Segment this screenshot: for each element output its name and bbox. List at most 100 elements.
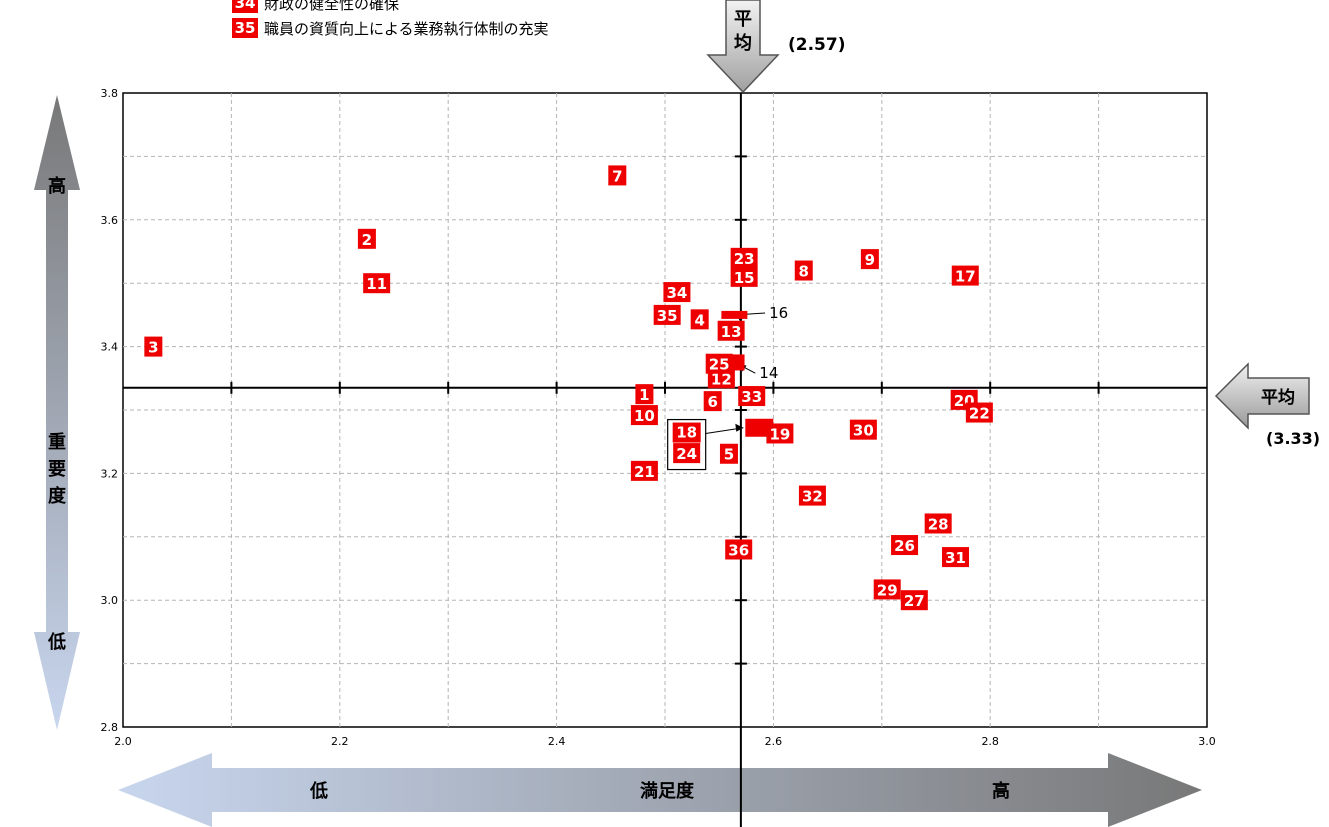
data-point-label-31: 31 (945, 549, 966, 567)
y-tick-label: 3.6 (101, 214, 119, 227)
avg-x-value: (2.57) (788, 35, 846, 55)
data-point-label-10: 10 (634, 407, 655, 425)
satisfaction-arrow: 低 満足度 高 (118, 753, 1202, 827)
data-point-31 (942, 547, 970, 568)
data-point-23 (730, 247, 758, 268)
data-point-6 (703, 391, 722, 412)
x-tick-labels: 2.0 2.2 2.4 2.6 2.8 3.0 (114, 735, 1216, 748)
data-point-label-23: 23 (734, 250, 755, 268)
data-point-label-29: 29 (877, 581, 898, 599)
legend-label: 職員の資質向上による業務執行体制の充実 (264, 19, 549, 38)
data-point-label-15: 15 (734, 269, 755, 287)
x-tick-label: 2.8 (981, 735, 999, 748)
data-point-label-27: 27 (904, 592, 925, 610)
data-point-17 (951, 265, 979, 286)
legend-item-34: 34 財政の健全性の確保 (232, 0, 399, 14)
data-point-label-6: 6 (707, 393, 717, 411)
data-point-label-28: 28 (928, 515, 949, 533)
data-point-7 (608, 165, 627, 186)
data-point-label-11: 11 (366, 275, 387, 293)
data-point-21 (630, 460, 658, 481)
data-point-label-24: 24 (676, 445, 697, 463)
x-axis-title: 満足度 (640, 780, 695, 802)
data-point-9 (860, 249, 879, 270)
y-tick-label: 3.4 (101, 341, 119, 354)
data-point-label-17: 17 (955, 268, 976, 286)
data-point-label-7: 7 (612, 167, 622, 185)
data-point-15 (730, 266, 758, 287)
y-tick-labels: 2.8 3.0 3.2 3.4 3.6 3.8 (101, 87, 119, 734)
data-point-label-9: 9 (865, 251, 875, 269)
data-point-1 (635, 384, 654, 405)
y-tick-label: 2.8 (101, 721, 119, 734)
x-tick-label: 2.0 (114, 735, 132, 748)
data-point-27 (900, 590, 928, 611)
avg-x-label-2: 均 (734, 32, 752, 54)
data-point-label-16: 16 (769, 304, 788, 322)
data-point-11 (363, 273, 391, 294)
data-point-32 (798, 485, 826, 506)
data-point-label-4: 4 (694, 311, 704, 329)
x-high-label: 高 (992, 780, 1010, 802)
y-axis-title: 重要度 (48, 431, 67, 507)
data-point-label-34: 34 (666, 284, 687, 302)
data-point-25 (705, 353, 733, 374)
data-point-35 (653, 304, 681, 325)
data-point-36 (725, 539, 753, 560)
y-axis-title-char: 要 (48, 459, 66, 480)
data-point-label-1: 1 (639, 386, 649, 404)
avg-y-label: 平均 (1261, 387, 1295, 408)
avg-y-arrow: 平均 (1214, 362, 1310, 430)
data-point-22 (965, 402, 993, 423)
y-tick-label: 3.8 (101, 87, 119, 100)
data-point-2 (357, 228, 376, 249)
y-tick-label: 3.2 (101, 467, 119, 480)
avg-x-arrow: 平 均 (706, 0, 780, 94)
data-point-label-14: 14 (759, 364, 778, 382)
data-point-label-25: 25 (709, 356, 730, 374)
x-tick-label: 2.6 (765, 735, 783, 748)
data-point-marker-16 (721, 310, 748, 319)
data-point-label-18: 18 (676, 424, 697, 442)
data-point-24 (673, 443, 701, 464)
data-point-marker-18 (745, 418, 774, 437)
y-axis-title-char: 度 (48, 485, 67, 507)
data-point-28 (924, 513, 952, 534)
data-point-18 (672, 422, 701, 443)
data-point-5 (719, 443, 738, 464)
data-point-34 (663, 282, 691, 303)
data-point-3 (144, 336, 163, 357)
data-point-label-33: 33 (741, 388, 762, 406)
data-point-label-12: 12 (711, 370, 732, 388)
data-point-label-36: 36 (728, 541, 749, 559)
data-point-label-21: 21 (634, 463, 655, 481)
legend-marker: 34 (232, 0, 258, 13)
legend-marker: 35 (232, 18, 258, 38)
leader-arrowhead (735, 423, 744, 432)
data-point-8 (794, 260, 813, 281)
data-point-29 (873, 579, 901, 600)
data-point-label-30: 30 (853, 422, 874, 440)
annotations: 14 16 (667, 304, 788, 471)
data-point-19 (766, 423, 794, 444)
data-point-label-32: 32 (802, 488, 823, 506)
data-point-label-5: 5 (724, 446, 734, 464)
x-tick-label: 3.0 (1198, 735, 1216, 748)
data-point-label-8: 8 (799, 263, 809, 281)
data-point-label-19: 19 (769, 425, 790, 443)
legend-label: 財政の健全性の確保 (264, 0, 400, 13)
x-tick-label: 2.2 (331, 735, 349, 748)
y-high-label: 高 (48, 175, 66, 197)
y-tick-label: 3.0 (101, 594, 119, 607)
data-point-13 (717, 320, 745, 341)
callout-box (667, 418, 707, 471)
data-point-4 (690, 309, 709, 330)
avg-x-label-1: 平 (734, 9, 752, 30)
importance-arrow: 高 重要度 低 (34, 95, 80, 730)
data-point-label-26: 26 (894, 537, 915, 555)
avg-y-line-ticks (230, 381, 1100, 394)
data-point-label-35: 35 (657, 307, 678, 325)
data-point-label-2: 2 (362, 231, 372, 249)
